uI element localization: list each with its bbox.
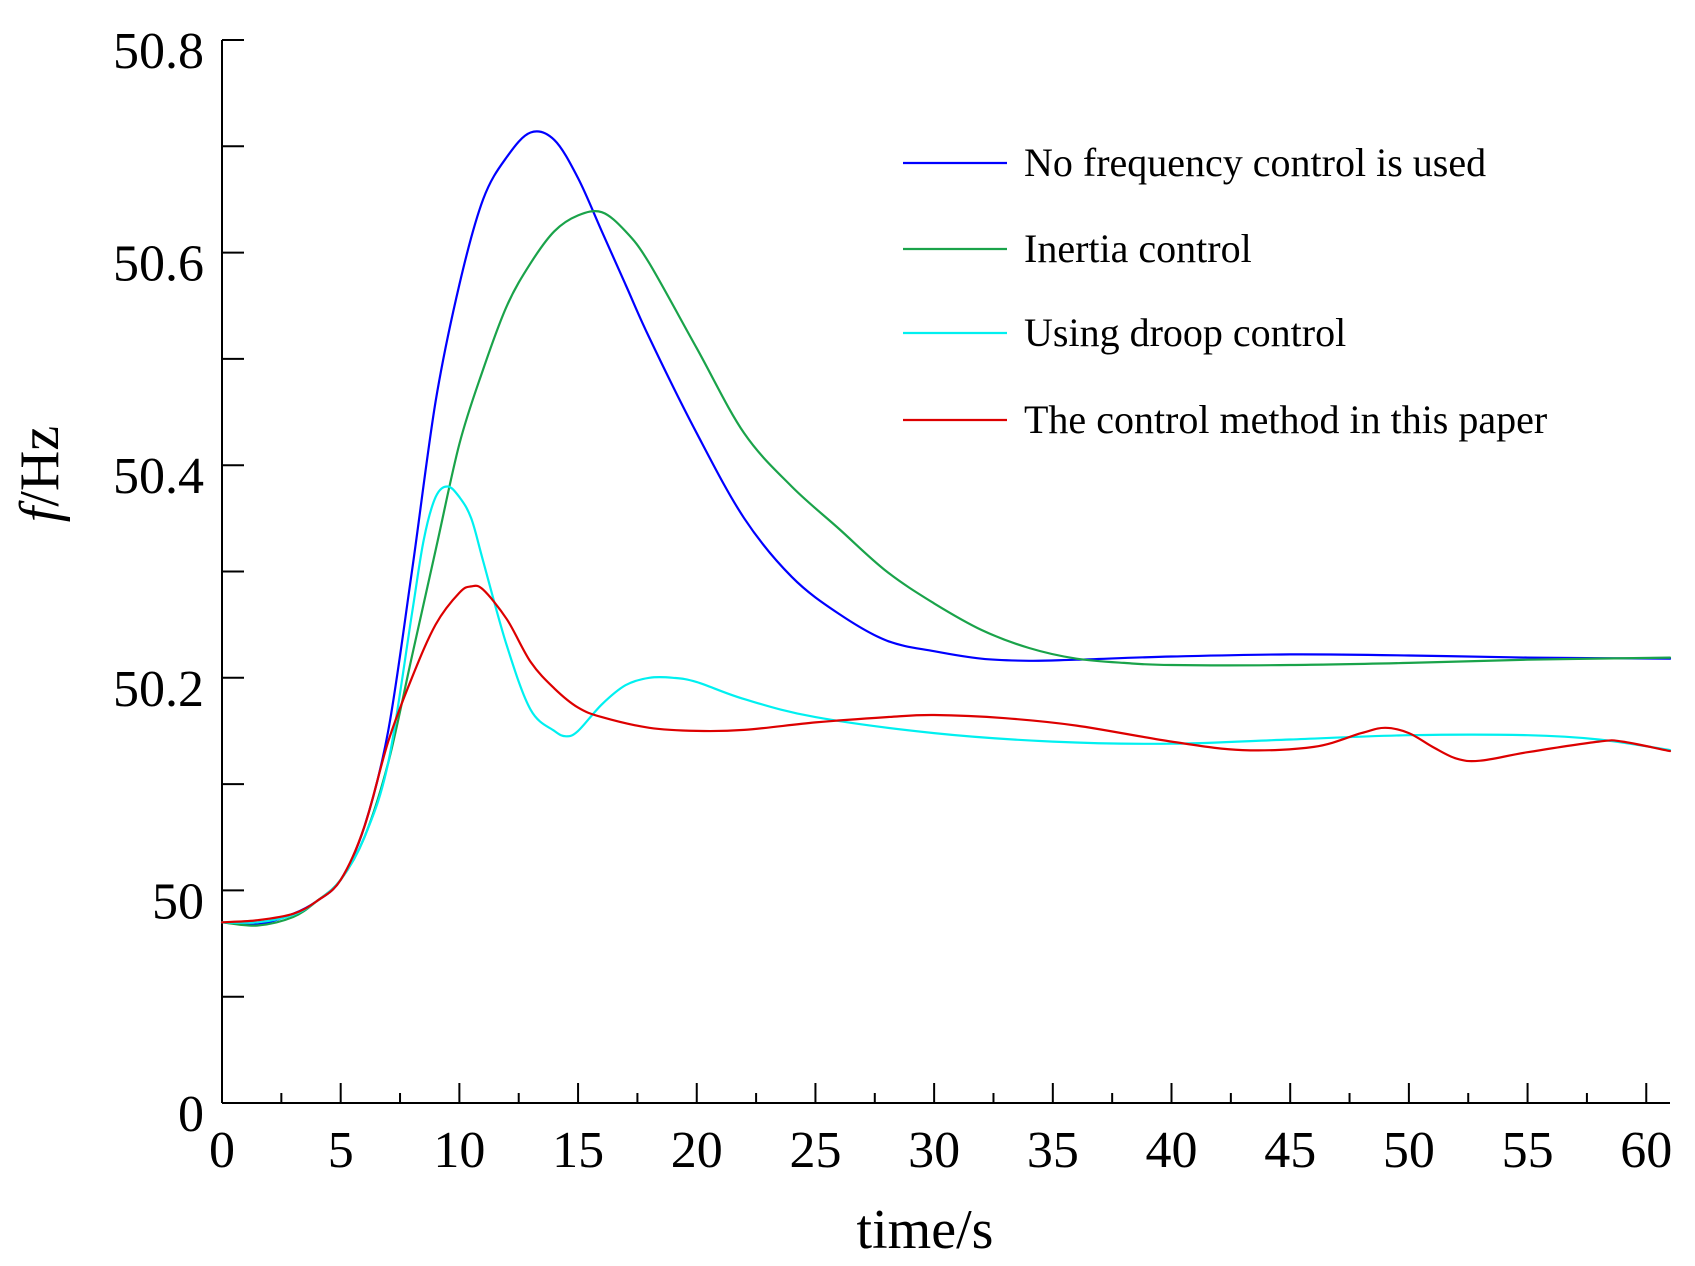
y-tick-label: 0: [178, 1086, 204, 1143]
series-line-using-droop-control: [220, 485, 1672, 924]
x-tick-label: 30: [908, 1122, 960, 1179]
x-tick-label: 25: [789, 1122, 841, 1179]
series-line-the-control-method-in-this-paper: [220, 584, 1672, 924]
legend-label: Using droop control: [1024, 310, 1346, 355]
x-ticks: 0 5 10 15 20 25 30 35 40 45 50 55 60: [209, 1083, 1672, 1179]
y-tick-label: 50.2: [113, 661, 204, 718]
x-tick-label: 10: [433, 1122, 485, 1179]
x-tick-label: 60: [1620, 1122, 1672, 1179]
y-axis-title: f/Hz: [9, 426, 71, 522]
series-line-inertia-control: [220, 210, 1672, 927]
y-tick-label: 50.6: [113, 236, 204, 293]
series-line-no-frequency-control-is-used: [220, 130, 1672, 926]
x-tick-label: 50: [1383, 1122, 1435, 1179]
x-tick-label: 5: [328, 1122, 354, 1179]
x-tick-label: 15: [552, 1122, 604, 1179]
y-ticks: 0 50 50.2 50.4 50.6 50.8: [113, 23, 244, 1143]
x-tick-label: 0: [209, 1122, 235, 1179]
x-tick-label: 35: [1027, 1122, 1079, 1179]
x-tick-label: 40: [1146, 1122, 1198, 1179]
legend: No frequency control is used Inertia cont…: [903, 140, 1547, 442]
legend-label: No frequency control is used: [1024, 140, 1486, 185]
y-tick-label: 50.4: [113, 448, 204, 505]
legend-label: Inertia control: [1024, 226, 1252, 271]
y-tick-label: 50: [152, 873, 204, 930]
series-layer: [220, 130, 1672, 927]
y-tick-label: 50.8: [113, 23, 204, 80]
x-tick-label: 20: [671, 1122, 723, 1179]
x-axis-title: time/s: [857, 1199, 994, 1261]
x-tick-label: 45: [1264, 1122, 1316, 1179]
x-tick-label: 55: [1502, 1122, 1554, 1179]
axes: [221, 40, 1670, 1104]
y-axis-title-unit: /Hz: [9, 426, 71, 507]
legend-label: The control method in this paper: [1024, 397, 1547, 442]
